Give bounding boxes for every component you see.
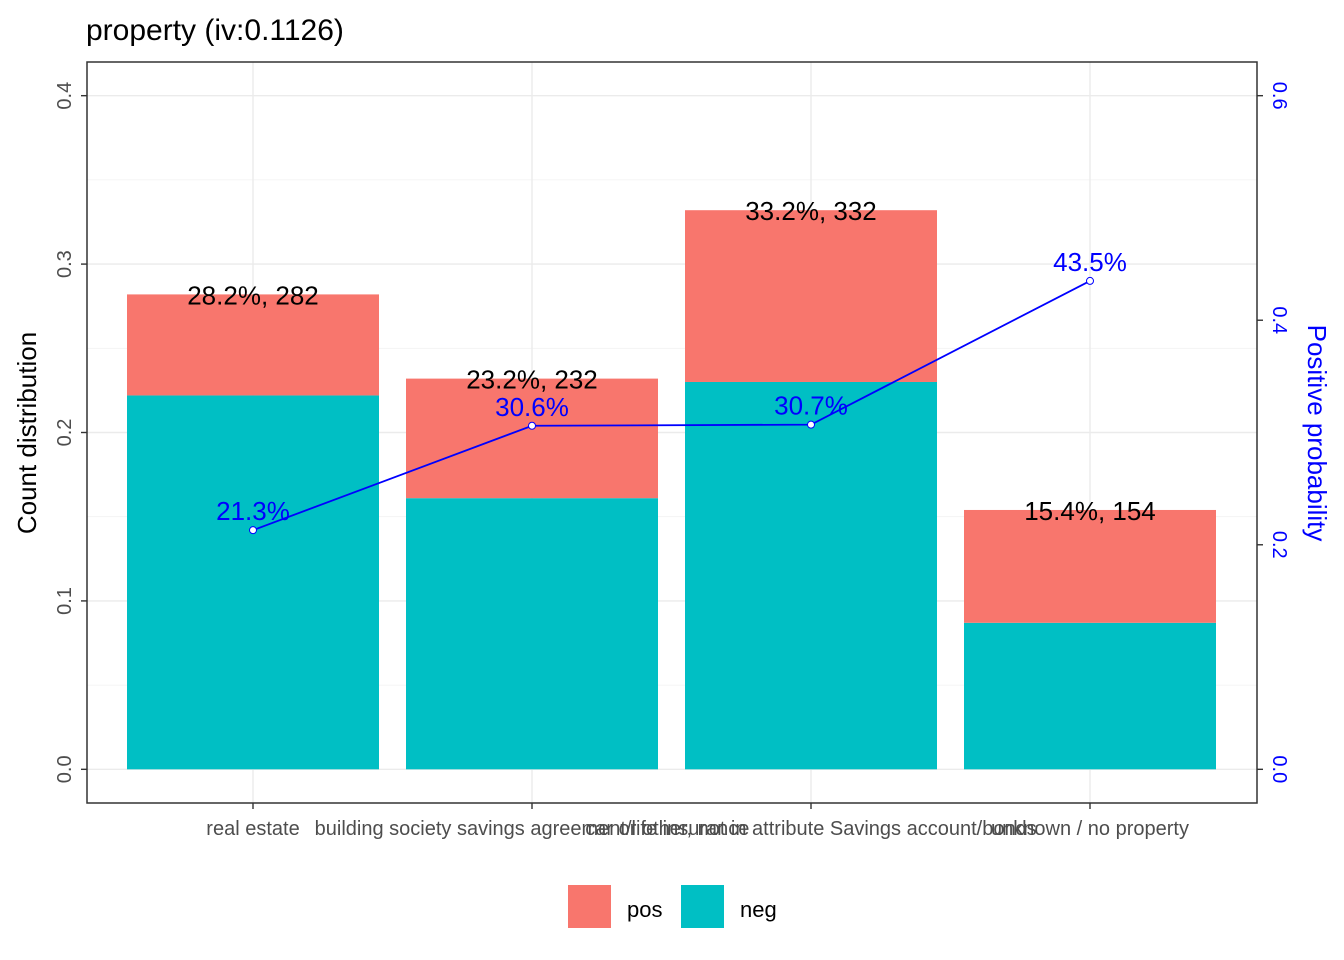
- probability-series-line: [252, 280, 1091, 532]
- bar-label: 33.2%, 332: [745, 196, 877, 226]
- bar-pos: [964, 509, 1216, 623]
- legend: pos neg: [568, 885, 777, 928]
- y-axis-title: Count distribution: [12, 332, 42, 534]
- probability-label: 43.5%: [1053, 247, 1127, 277]
- left-axis: 0.0 0.1 0.2 0.3 0.4: [54, 82, 87, 783]
- chart-title: property (iv:0.1126): [86, 14, 344, 47]
- probability-line: 21.3% 30.6% 30.7% 43.5%: [216, 247, 1127, 535]
- bars: [127, 210, 1216, 770]
- y2-tick-label: 0.2: [1268, 531, 1290, 559]
- y-tick-label: 0.0: [54, 755, 76, 783]
- y2-tick-label: 0.6: [1268, 82, 1290, 110]
- legend-swatch-pos: [568, 885, 611, 928]
- legend-label-neg: neg: [740, 897, 777, 922]
- probability-label: 21.3%: [216, 496, 290, 526]
- bar-label: 15.4%, 154: [1024, 496, 1156, 526]
- x-tick-label: unknown / no property: [991, 818, 1189, 840]
- probability-point: [1086, 276, 1094, 285]
- y2-tick-label: 0.4: [1268, 306, 1290, 334]
- y-tick-label: 0.4: [54, 82, 76, 110]
- bar-neg: [685, 381, 937, 770]
- y-tick-label: 0.1: [54, 587, 76, 615]
- x-tick-label: real estate: [206, 818, 299, 840]
- bar-labels: 28.2%, 282 23.2%, 232 33.2%, 332 15.4%, 154: [187, 196, 1156, 526]
- bar-neg: [964, 622, 1216, 770]
- legend-swatch-neg: [681, 885, 724, 928]
- bar-pos: [127, 294, 379, 396]
- x-axis: real estate building society savings agre…: [206, 803, 1189, 840]
- y-tick-label: 0.2: [54, 419, 76, 447]
- bar-label: 23.2%, 232: [466, 365, 598, 395]
- bar-label: 28.2%, 282: [187, 280, 319, 310]
- probability-label: 30.7%: [774, 391, 848, 421]
- probability-point: [807, 420, 815, 429]
- y2-axis-title: Positive probability: [1302, 325, 1332, 542]
- legend-label-pos: pos: [627, 897, 662, 922]
- right-axis: 0.0 0.2 0.4 0.6: [1257, 82, 1290, 783]
- x-tick-label: car or other, not in attribute Savings a…: [585, 818, 1036, 840]
- probability-label: 30.6%: [495, 392, 569, 422]
- y-tick-label: 0.3: [54, 250, 76, 278]
- x-tick-label: building society savings agreement/life …: [315, 818, 750, 840]
- bar-neg: [406, 498, 658, 770]
- probability-point: [249, 526, 257, 535]
- bar-neg: [127, 395, 379, 770]
- bar-pos: [406, 378, 658, 499]
- bar-pos: [685, 210, 937, 382]
- probability-point: [528, 421, 536, 430]
- y2-tick-label: 0.0: [1268, 755, 1290, 783]
